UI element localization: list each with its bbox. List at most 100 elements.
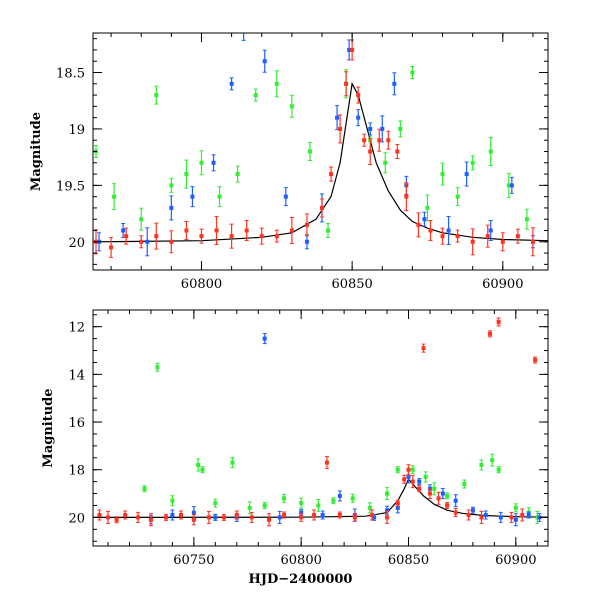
data-point <box>455 234 460 239</box>
data-point <box>154 93 159 98</box>
data-point <box>235 172 240 177</box>
axes-frame <box>92 309 549 547</box>
data-point <box>191 517 196 522</box>
data-point <box>464 172 469 177</box>
data-point <box>320 205 325 210</box>
data-point <box>446 228 451 233</box>
data-point <box>462 482 467 487</box>
data-point <box>326 228 331 233</box>
data-point <box>445 503 450 508</box>
data-point <box>404 194 409 199</box>
data-point <box>386 138 391 143</box>
data-point <box>402 477 407 482</box>
data-point <box>370 513 375 518</box>
data-point <box>312 513 317 518</box>
data-point <box>184 172 189 177</box>
data-point <box>350 47 355 52</box>
data-point <box>356 93 361 98</box>
data-point <box>283 194 288 199</box>
data-point <box>440 234 445 239</box>
y-tick-label: 19.5 <box>56 179 85 194</box>
data-point <box>213 515 218 520</box>
data-point <box>289 104 294 109</box>
data-point <box>142 486 147 491</box>
data-point <box>170 498 175 503</box>
data-point <box>509 515 514 520</box>
data-point <box>425 205 430 210</box>
data-point <box>368 149 373 154</box>
data-point <box>316 503 321 508</box>
data-point <box>169 239 174 244</box>
data-point <box>417 479 422 484</box>
data-point <box>406 467 411 472</box>
data-point <box>513 505 518 510</box>
series-0 <box>142 362 540 524</box>
data-point <box>307 149 312 154</box>
data-point <box>196 462 201 467</box>
series-2 <box>94 39 535 258</box>
data-point <box>112 194 117 199</box>
data-point <box>421 346 426 351</box>
data-point <box>206 515 211 520</box>
data-point <box>416 222 421 227</box>
data-point <box>253 93 258 98</box>
x-tick-label: 60800 <box>181 277 222 292</box>
data-point <box>466 513 471 518</box>
top-panel: 60800 60850 60900 18.5 19 19.5 20 Magnitude <box>29 32 549 292</box>
data-point <box>211 160 216 165</box>
data-point <box>395 501 400 506</box>
plot-area <box>93 317 548 527</box>
data-point <box>234 513 239 518</box>
data-point <box>214 228 219 233</box>
data-point <box>320 513 325 518</box>
data-point <box>229 81 234 86</box>
data-point <box>513 517 518 522</box>
data-point <box>347 47 352 52</box>
data-point <box>169 183 174 188</box>
data-point <box>483 513 488 518</box>
data-point <box>524 217 529 222</box>
data-point <box>372 515 377 520</box>
data-point <box>163 515 168 520</box>
data-point <box>169 205 174 210</box>
data-point <box>368 126 373 131</box>
data-point <box>262 59 267 64</box>
data-point <box>385 508 390 513</box>
data-point <box>470 160 475 165</box>
data-point <box>178 513 183 518</box>
data-point <box>338 126 343 131</box>
x-tick-label: 60850 <box>331 277 372 292</box>
x-tick-label: 60750 <box>173 553 214 568</box>
data-point <box>170 513 175 518</box>
data-point <box>496 319 501 324</box>
data-point <box>453 510 458 515</box>
data-point <box>155 365 160 370</box>
data-point <box>331 498 336 503</box>
data-point <box>427 491 432 496</box>
data-point <box>367 505 372 510</box>
data-point <box>199 234 204 239</box>
x-tick-label: 60900 <box>482 277 523 292</box>
data-point <box>385 491 390 496</box>
data-point <box>362 138 367 143</box>
data-point <box>304 239 309 244</box>
data-point <box>282 496 287 501</box>
data-point <box>337 513 342 518</box>
data-point <box>199 160 204 165</box>
data-point <box>500 239 505 244</box>
data-point <box>329 172 334 177</box>
data-point <box>221 515 226 520</box>
y-tick-label: 19 <box>68 123 85 138</box>
data-point <box>200 467 205 472</box>
y-tick-label: 14 <box>68 368 85 383</box>
data-point <box>488 331 493 336</box>
data-point <box>428 228 433 233</box>
data-point <box>344 81 349 86</box>
data-point <box>470 239 475 244</box>
data-point <box>410 467 415 472</box>
data-point <box>406 474 411 479</box>
data-point <box>530 239 535 244</box>
data-point <box>184 228 189 233</box>
model-curve <box>95 81 548 243</box>
data-point <box>154 234 159 239</box>
